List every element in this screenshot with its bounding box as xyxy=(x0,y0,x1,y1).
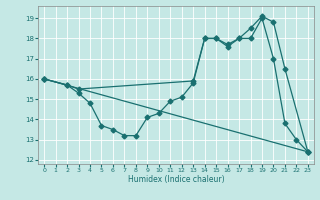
X-axis label: Humidex (Indice chaleur): Humidex (Indice chaleur) xyxy=(128,175,224,184)
